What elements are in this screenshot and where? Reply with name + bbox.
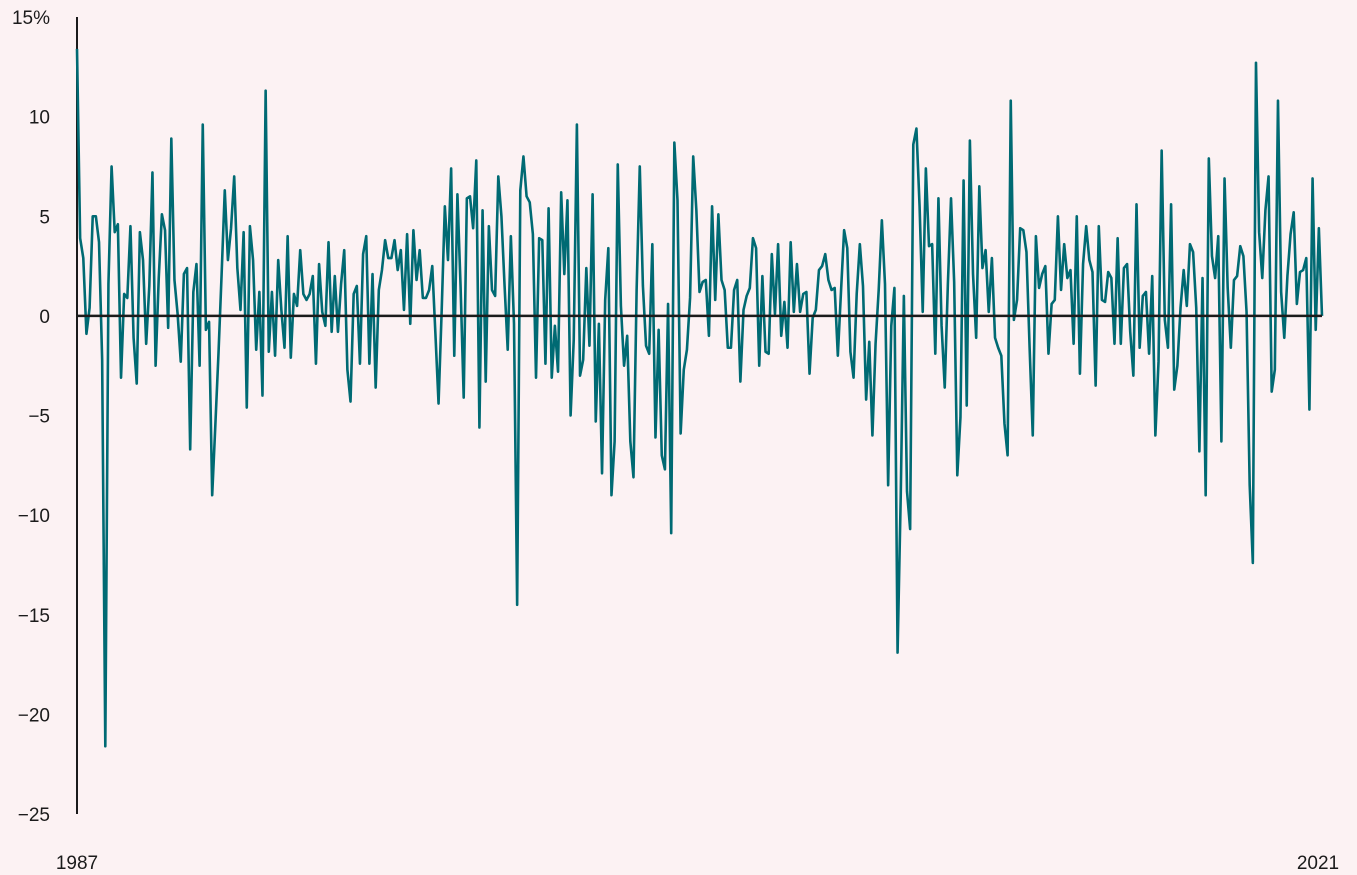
y-tick-label: −10	[18, 506, 50, 527]
y-axis-ticks: 15% 10 5 0 −5 −10 −15 −20 −25	[12, 8, 50, 826]
x-start-label: 1987	[56, 853, 98, 874]
y-tick-label: 5	[39, 207, 50, 228]
x-end-label: 2021	[1297, 853, 1339, 874]
y-tick-label: −25	[18, 805, 50, 826]
y-tick-label: −5	[28, 407, 50, 428]
y-tick-label: 10	[29, 108, 50, 129]
y-tick-label: 0	[39, 307, 50, 328]
y-tick-label: −15	[18, 606, 50, 627]
series-line	[75, 48, 1324, 748]
y-tick-label: 15%	[12, 8, 50, 29]
y-tick-label: −20	[18, 705, 50, 726]
